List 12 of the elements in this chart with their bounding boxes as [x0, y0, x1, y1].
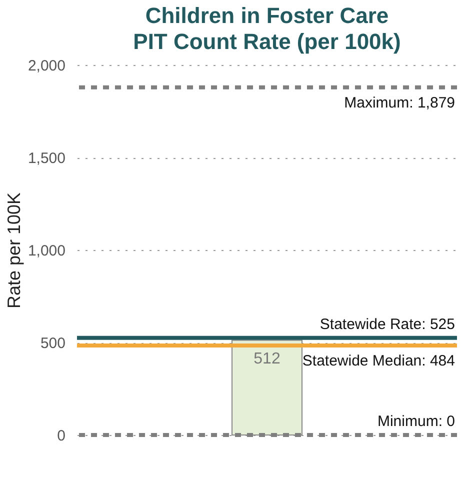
- y-tick-label: 1,000: [28, 242, 66, 260]
- ref-line-label: Statewide Rate: 525: [320, 316, 455, 333]
- y-tick-label: 0: [57, 428, 66, 444]
- ref-line-label: Statewide Median: 484: [302, 352, 455, 370]
- y-tick-label: 2,000: [28, 58, 66, 74]
- chart-title: Children in Foster Care PIT Count Rate (per 100k): [133, 3, 401, 54]
- y-axis-title: Rate per 100K: [4, 192, 24, 309]
- y-tick-label: 500: [40, 335, 66, 352]
- ref-line-label: Maximum: 1,879: [344, 94, 455, 112]
- ref-line-label: Minimum: 0: [377, 413, 455, 430]
- data-label: 512: [254, 350, 280, 368]
- y-tick-label: 1,500: [28, 150, 66, 167]
